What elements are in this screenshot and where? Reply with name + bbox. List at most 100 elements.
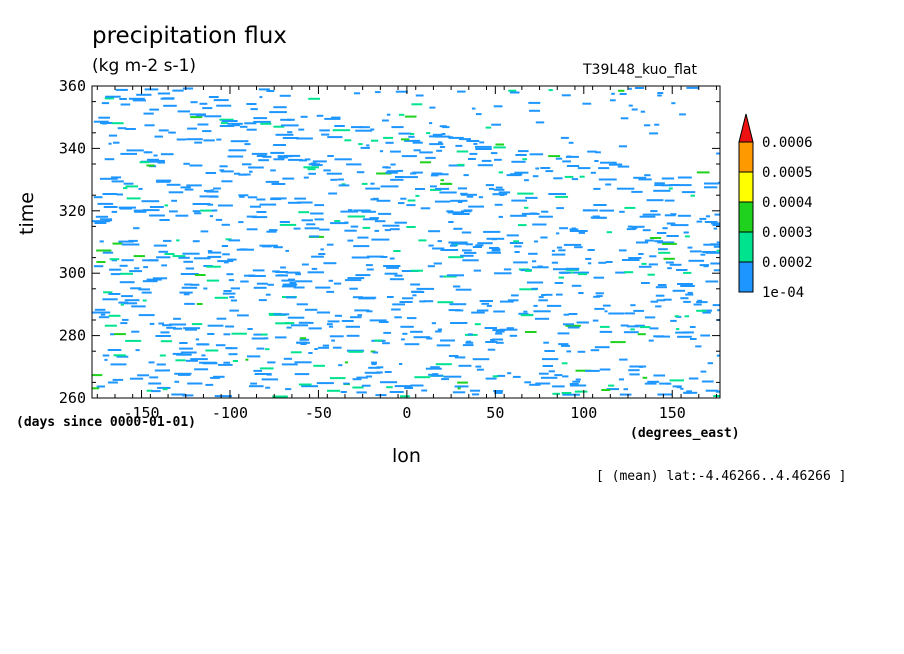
- precip-streak: [571, 284, 582, 287]
- precip-streak: [472, 358, 490, 361]
- precip-streak: [158, 129, 169, 132]
- precip-streak: [435, 187, 450, 190]
- precip-streak: [166, 183, 181, 186]
- precip-streak: [492, 375, 499, 378]
- precip-streak: [382, 224, 400, 227]
- precip-streak: [230, 299, 237, 302]
- precip-streak: [128, 97, 145, 100]
- precip-streak: [378, 321, 389, 323]
- precip-streak: [432, 133, 443, 136]
- precip-streak: [532, 260, 537, 263]
- colorbar-segment: [738, 201, 754, 233]
- precip-streak: [649, 132, 659, 135]
- precip-streak: [579, 175, 585, 178]
- precip-streak: [329, 377, 346, 380]
- precip-streak: [344, 361, 348, 364]
- precip-streak: [525, 196, 538, 199]
- precip-streak: [679, 113, 686, 116]
- precip-streak: [333, 282, 342, 285]
- precip-streak: [239, 195, 245, 198]
- precip-streak: [634, 324, 645, 327]
- precip-streak: [210, 376, 220, 379]
- precip-streak: [700, 253, 706, 256]
- precip-streak: [593, 295, 600, 298]
- precip-streak: [410, 283, 421, 286]
- precip-streak: [493, 310, 505, 313]
- precip-streak: [172, 352, 183, 355]
- precip-streak: [179, 342, 188, 344]
- precip-streak: [353, 209, 371, 212]
- precip-streak: [491, 338, 503, 341]
- precip-streak: [265, 386, 271, 389]
- precip-streak: [647, 380, 660, 383]
- precip-streak: [153, 154, 158, 157]
- precip-streak: [288, 278, 296, 281]
- precip-streak: [693, 303, 702, 306]
- precip-streak: [380, 256, 388, 258]
- precip-streak: [369, 217, 379, 220]
- precip-streak: [429, 122, 433, 125]
- precip-streak: [704, 221, 718, 223]
- precip-streak: [677, 176, 692, 179]
- precip-streak: [326, 172, 342, 175]
- precip-streak: [256, 211, 267, 213]
- precip-streak: [529, 109, 540, 112]
- precip-streak: [515, 154, 527, 156]
- precip-streak: [637, 333, 646, 336]
- precip-streak: [455, 144, 463, 147]
- precip-streak: [148, 259, 158, 262]
- precip-streak: [552, 392, 560, 395]
- precip-streak: [229, 296, 235, 299]
- precip-streak: [101, 122, 107, 125]
- precip-streak: [365, 187, 380, 190]
- precip-streak: [184, 302, 195, 305]
- precip-streak: [279, 94, 291, 97]
- precip-streak: [219, 169, 225, 172]
- precip-streak: [689, 250, 702, 253]
- precip-streak: [641, 262, 647, 265]
- precip-streak: [623, 331, 639, 334]
- precip-streak: [653, 189, 671, 192]
- precip-streak: [462, 249, 472, 252]
- precip-streak: [457, 381, 468, 384]
- precip-streak: [216, 138, 222, 141]
- precip-streak: [523, 310, 528, 313]
- precip-streak: [168, 131, 176, 134]
- precip-streak: [670, 319, 677, 322]
- precip-streak: [398, 132, 412, 135]
- precip-streak: [99, 177, 118, 180]
- precip-streak: [260, 122, 272, 125]
- precip-streak: [361, 182, 368, 185]
- precip-streak: [382, 342, 390, 345]
- precip-streak: [192, 240, 200, 243]
- precip-streak: [118, 240, 134, 243]
- precip-streak: [326, 290, 335, 293]
- precip-streak: [341, 320, 354, 322]
- precip-streak: [511, 199, 527, 202]
- precip-streak: [119, 207, 133, 210]
- precip-streak: [156, 180, 171, 183]
- precip-streak: [565, 267, 580, 270]
- precip-streak: [562, 375, 569, 378]
- precip-streak: [153, 244, 167, 247]
- precip-streak: [506, 234, 519, 237]
- precip-streak: [457, 163, 465, 166]
- precip-streak: [366, 144, 370, 147]
- precip-streak: [273, 144, 286, 146]
- precip-streak: [563, 243, 582, 246]
- precip-streak: [707, 362, 713, 365]
- precip-streak: [630, 304, 636, 307]
- precip-streak: [182, 87, 194, 90]
- precip-streak: [386, 113, 391, 116]
- precip-streak: [370, 182, 375, 185]
- precip-streak: [184, 283, 193, 286]
- precip-streak: [330, 178, 338, 181]
- precip-streak: [176, 138, 187, 141]
- precip-streak: [599, 368, 611, 371]
- precip-streak: [206, 190, 219, 193]
- precip-streak: [393, 250, 401, 252]
- precip-streak: [310, 212, 324, 215]
- precip-streak: [326, 323, 333, 326]
- precip-streak: [552, 385, 565, 388]
- precip-streak: [661, 177, 675, 180]
